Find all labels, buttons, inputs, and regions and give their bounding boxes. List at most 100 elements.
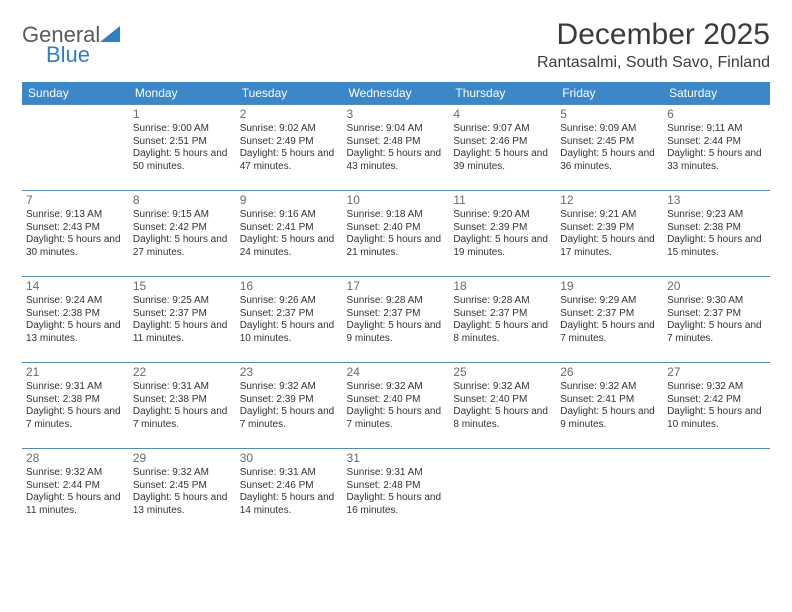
sunset-text: Sunset: 2:42 PM — [667, 394, 766, 407]
day-number: 25 — [453, 365, 552, 380]
calendar-day-cell: 23Sunrise: 9:32 AMSunset: 2:39 PMDayligh… — [236, 363, 343, 449]
sunrise-text: Sunrise: 9:31 AM — [240, 467, 339, 480]
day-number: 7 — [26, 193, 125, 208]
daylight-text: Daylight: 5 hours and 11 minutes. — [133, 320, 232, 345]
weekday-header: Wednesday — [343, 82, 450, 105]
calendar-day-cell: 12Sunrise: 9:21 AMSunset: 2:39 PMDayligh… — [556, 191, 663, 277]
calendar-day-cell: 3Sunrise: 9:04 AMSunset: 2:48 PMDaylight… — [343, 105, 450, 191]
calendar-day-cell: 5Sunrise: 9:09 AMSunset: 2:45 PMDaylight… — [556, 105, 663, 191]
sunset-text: Sunset: 2:49 PM — [240, 136, 339, 149]
sunrise-text: Sunrise: 9:32 AM — [133, 467, 232, 480]
weekday-header: Monday — [129, 82, 236, 105]
sunrise-text: Sunrise: 9:02 AM — [240, 123, 339, 136]
calendar-day-cell: 22Sunrise: 9:31 AMSunset: 2:38 PMDayligh… — [129, 363, 236, 449]
daylight-text: Daylight: 5 hours and 15 minutes. — [667, 234, 766, 259]
sunset-text: Sunset: 2:48 PM — [347, 136, 446, 149]
daylight-text: Daylight: 5 hours and 19 minutes. — [453, 234, 552, 259]
day-number: 31 — [347, 451, 446, 466]
sunset-text: Sunset: 2:38 PM — [133, 394, 232, 407]
sunset-text: Sunset: 2:44 PM — [26, 480, 125, 493]
sunset-text: Sunset: 2:46 PM — [240, 480, 339, 493]
day-number: 24 — [347, 365, 446, 380]
day-number: 23 — [240, 365, 339, 380]
calendar-body: 1Sunrise: 9:00 AMSunset: 2:51 PMDaylight… — [22, 105, 770, 535]
day-number: 29 — [133, 451, 232, 466]
daylight-text: Daylight: 5 hours and 10 minutes. — [240, 320, 339, 345]
daylight-text: Daylight: 5 hours and 7 minutes. — [347, 406, 446, 431]
day-number: 26 — [560, 365, 659, 380]
calendar-day-cell: 19Sunrise: 9:29 AMSunset: 2:37 PMDayligh… — [556, 277, 663, 363]
daylight-text: Daylight: 5 hours and 9 minutes. — [560, 406, 659, 431]
calendar-day-cell: 13Sunrise: 9:23 AMSunset: 2:38 PMDayligh… — [663, 191, 770, 277]
calendar-day-cell — [663, 449, 770, 535]
day-number: 12 — [560, 193, 659, 208]
calendar-day-cell — [449, 449, 556, 535]
sunrise-text: Sunrise: 9:23 AM — [667, 209, 766, 222]
calendar-day-cell: 27Sunrise: 9:32 AMSunset: 2:42 PMDayligh… — [663, 363, 770, 449]
calendar-day-cell — [22, 105, 129, 191]
day-number: 17 — [347, 279, 446, 294]
sunrise-text: Sunrise: 9:32 AM — [347, 381, 446, 394]
daylight-text: Daylight: 5 hours and 7 minutes. — [133, 406, 232, 431]
title-block: December 2025 Rantasalmi, South Savo, Fi… — [537, 18, 770, 72]
sunrise-text: Sunrise: 9:15 AM — [133, 209, 232, 222]
calendar-day-cell: 21Sunrise: 9:31 AMSunset: 2:38 PMDayligh… — [22, 363, 129, 449]
daylight-text: Daylight: 5 hours and 7 minutes. — [26, 406, 125, 431]
weekday-header: Saturday — [663, 82, 770, 105]
calendar-table: SundayMondayTuesdayWednesdayThursdayFrid… — [22, 82, 770, 535]
weekday-header: Thursday — [449, 82, 556, 105]
daylight-text: Daylight: 5 hours and 13 minutes. — [26, 320, 125, 345]
daylight-text: Daylight: 5 hours and 8 minutes. — [453, 406, 552, 431]
daylight-text: Daylight: 5 hours and 7 minutes. — [240, 406, 339, 431]
sunset-text: Sunset: 2:40 PM — [347, 222, 446, 235]
day-number: 3 — [347, 107, 446, 122]
calendar-day-cell: 4Sunrise: 9:07 AMSunset: 2:46 PMDaylight… — [449, 105, 556, 191]
day-number: 11 — [453, 193, 552, 208]
day-number: 13 — [667, 193, 766, 208]
sunrise-text: Sunrise: 9:24 AM — [26, 295, 125, 308]
sunset-text: Sunset: 2:37 PM — [133, 308, 232, 321]
daylight-text: Daylight: 5 hours and 7 minutes. — [560, 320, 659, 345]
daylight-text: Daylight: 5 hours and 50 minutes. — [133, 148, 232, 173]
sunset-text: Sunset: 2:39 PM — [560, 222, 659, 235]
sunrise-text: Sunrise: 9:29 AM — [560, 295, 659, 308]
sunset-text: Sunset: 2:37 PM — [453, 308, 552, 321]
day-number: 5 — [560, 107, 659, 122]
weekday-header: Friday — [556, 82, 663, 105]
calendar-week-row: 21Sunrise: 9:31 AMSunset: 2:38 PMDayligh… — [22, 363, 770, 449]
sunrise-text: Sunrise: 9:31 AM — [347, 467, 446, 480]
day-number: 21 — [26, 365, 125, 380]
sunrise-text: Sunrise: 9:31 AM — [133, 381, 232, 394]
daylight-text: Daylight: 5 hours and 36 minutes. — [560, 148, 659, 173]
logo-triangle-icon — [100, 24, 120, 46]
location-subtitle: Rantasalmi, South Savo, Finland — [537, 54, 770, 72]
sunset-text: Sunset: 2:43 PM — [26, 222, 125, 235]
calendar-day-cell: 20Sunrise: 9:30 AMSunset: 2:37 PMDayligh… — [663, 277, 770, 363]
calendar-day-cell: 17Sunrise: 9:28 AMSunset: 2:37 PMDayligh… — [343, 277, 450, 363]
calendar-week-row: 28Sunrise: 9:32 AMSunset: 2:44 PMDayligh… — [22, 449, 770, 535]
sunrise-text: Sunrise: 9:00 AM — [133, 123, 232, 136]
calendar-day-cell: 24Sunrise: 9:32 AMSunset: 2:40 PMDayligh… — [343, 363, 450, 449]
daylight-text: Daylight: 5 hours and 24 minutes. — [240, 234, 339, 259]
sunrise-text: Sunrise: 9:07 AM — [453, 123, 552, 136]
day-number: 15 — [133, 279, 232, 294]
day-number: 10 — [347, 193, 446, 208]
daylight-text: Daylight: 5 hours and 14 minutes. — [240, 492, 339, 517]
daylight-text: Daylight: 5 hours and 47 minutes. — [240, 148, 339, 173]
sunrise-text: Sunrise: 9:32 AM — [453, 381, 552, 394]
calendar-header: SundayMondayTuesdayWednesdayThursdayFrid… — [22, 82, 770, 105]
sunrise-text: Sunrise: 9:28 AM — [453, 295, 552, 308]
day-number: 1 — [133, 107, 232, 122]
sunrise-text: Sunrise: 9:32 AM — [240, 381, 339, 394]
day-number: 18 — [453, 279, 552, 294]
calendar-day-cell: 26Sunrise: 9:32 AMSunset: 2:41 PMDayligh… — [556, 363, 663, 449]
sunrise-text: Sunrise: 9:32 AM — [560, 381, 659, 394]
day-number: 19 — [560, 279, 659, 294]
sunrise-text: Sunrise: 9:32 AM — [26, 467, 125, 480]
sunset-text: Sunset: 2:41 PM — [560, 394, 659, 407]
daylight-text: Daylight: 5 hours and 13 minutes. — [133, 492, 232, 517]
sunset-text: Sunset: 2:40 PM — [453, 394, 552, 407]
weekday-header-row: SundayMondayTuesdayWednesdayThursdayFrid… — [22, 82, 770, 105]
daylight-text: Daylight: 5 hours and 33 minutes. — [667, 148, 766, 173]
calendar-day-cell: 15Sunrise: 9:25 AMSunset: 2:37 PMDayligh… — [129, 277, 236, 363]
